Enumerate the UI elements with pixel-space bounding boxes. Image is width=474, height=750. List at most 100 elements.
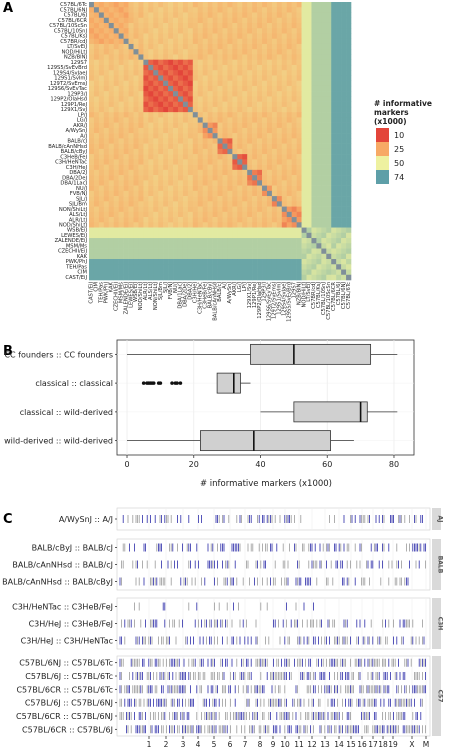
heatmap-cell (148, 28, 154, 34)
heatmap-cell (143, 227, 149, 234)
heatmap-cell (202, 232, 208, 239)
heatmap-cell (103, 248, 110, 255)
heatmap-cell (301, 238, 307, 244)
heatmap-cell (281, 227, 288, 234)
heatmap-cell (306, 175, 312, 181)
heatmap-cell (281, 122, 288, 129)
heatmap-cell (202, 238, 208, 244)
heatmap-cell (133, 222, 139, 228)
heatmap-cell (326, 143, 332, 150)
heatmap-cell (257, 211, 263, 218)
heatmap-cell (148, 49, 154, 55)
heatmap-cell (326, 274, 332, 281)
heatmap-row-label: ZALENDE/EiJ (55, 238, 88, 244)
heatmap-cell (138, 185, 144, 192)
heatmap-cell (98, 159, 105, 165)
heatmap-cell (331, 91, 337, 97)
heatmap-cell (237, 217, 243, 223)
heatmap-cell (326, 222, 332, 228)
heatmap-cell (212, 154, 218, 160)
heatmap-col-label: DBA/2J (188, 282, 194, 300)
heatmap-cell (202, 253, 208, 260)
heatmap-cell (207, 96, 213, 102)
heatmap-cell (321, 28, 327, 34)
heatmap-cell (247, 238, 253, 244)
heatmap-cell (138, 143, 144, 150)
heatmap-cell (153, 70, 159, 76)
heatmap-cell (187, 227, 194, 234)
heatmap-cell (281, 143, 288, 150)
heatmap-cell (316, 122, 322, 129)
heatmap-cell (257, 169, 263, 176)
heatmap-cell (331, 274, 337, 281)
heatmap-cell (168, 96, 174, 102)
legend-swatch (376, 128, 389, 142)
heatmap-cell (98, 274, 105, 281)
heatmap-cell (173, 264, 179, 270)
heatmap-cell (242, 7, 248, 13)
heatmap-cell (153, 248, 159, 255)
heatmap-cell (163, 211, 169, 218)
heatmap-cell (266, 33, 273, 40)
heatmap-cell (133, 253, 139, 260)
heatmap-cell (232, 190, 238, 197)
heatmap-cell (103, 169, 110, 176)
heatmap-cell (207, 248, 213, 255)
heatmap-cell (281, 133, 288, 139)
heatmap-cell (326, 185, 332, 192)
heatmap-cell (222, 122, 228, 129)
heatmap-cell (158, 22, 164, 29)
heatmap-cell (242, 190, 248, 197)
track-row-label: C57BL/6CR :: C57BL/6NJ (16, 712, 113, 721)
heatmap-cell (321, 211, 327, 218)
heatmap-cell (153, 201, 159, 207)
heatmap-cell (192, 222, 199, 228)
heatmap-cell (311, 175, 317, 181)
heatmap-cell (192, 133, 199, 139)
heatmap-cell (108, 196, 115, 202)
heatmap-cell (311, 38, 317, 45)
heatmap-cell (306, 43, 312, 50)
heatmap-cell (153, 259, 159, 265)
heatmap-cell (128, 259, 134, 265)
heatmap-cell (89, 238, 95, 244)
heatmap-cell (108, 117, 115, 123)
heatmap-cell (242, 217, 248, 223)
heatmap-cell (123, 253, 129, 260)
heatmap-cell (202, 64, 208, 71)
heatmap-cell (346, 269, 352, 276)
heatmap-cell (89, 59, 95, 66)
heatmap-cell (276, 269, 283, 276)
heatmap-cell (103, 159, 110, 165)
heatmap-cell (266, 106, 273, 113)
heatmap-cell (271, 238, 278, 244)
heatmap-cell (202, 122, 208, 129)
heatmap-cell (192, 232, 199, 239)
heatmap-cell (296, 264, 302, 270)
chromosome-tick: 6 (228, 740, 233, 749)
heatmap-col-label: NON/ShiLtJ (153, 282, 159, 311)
heatmap-cell (182, 154, 189, 160)
heatmap-cell (108, 253, 115, 260)
heatmap-cell (346, 143, 352, 150)
heatmap-cell (336, 7, 342, 13)
heatmap-cell (158, 127, 164, 134)
heatmap-cell (341, 43, 347, 50)
heatmap-cell (321, 96, 327, 102)
heatmap-cell (306, 211, 312, 218)
heatmap-cell (331, 122, 337, 129)
heatmap-cell (212, 106, 218, 113)
heatmap-cell (331, 232, 337, 239)
heatmap-cell (217, 211, 223, 218)
heatmap-cell (247, 75, 253, 81)
heatmap-cell (168, 201, 174, 207)
heatmap-cell (158, 159, 164, 165)
heatmap-cell (266, 169, 273, 176)
heatmap-cell (98, 264, 105, 270)
heatmap-cell (89, 222, 95, 228)
heatmap-cell (212, 143, 218, 150)
heatmap-cell (316, 96, 322, 102)
heatmap-cell (212, 85, 218, 92)
heatmap-cell (247, 201, 253, 207)
heatmap-cell (163, 222, 169, 228)
